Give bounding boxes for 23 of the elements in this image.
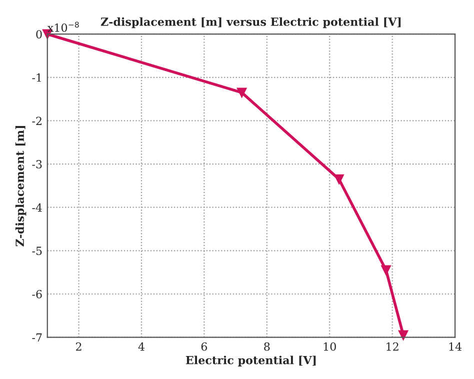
x-tick-label: 14 [449,342,462,351]
x-tick-label: 8 [264,342,270,351]
x-tick-label: 4 [138,342,144,351]
y-axis-title: Z-displacement [m] [15,126,26,246]
text: x10$^{−8}$ [48,22,79,32]
point [236,88,247,98]
y-tick-label: -1 [32,73,41,82]
y-tick-label: -4 [32,203,42,212]
y-tick-label: -7 [32,333,42,342]
x-axis-title: Electric potential [V] [186,356,316,366]
point [381,265,391,276]
y-tick-label: -3 [32,160,42,168]
x-tick-label: 12 [386,342,398,351]
y-tick-label: 0 [36,30,42,38]
y-tick-label: -2 [32,116,42,125]
x-tick-label: 10 [324,342,336,351]
point [398,330,408,340]
x-tick-label: 6 [201,342,208,351]
x-tick-label: 2 [76,342,82,351]
y-tick-label: -6 [32,290,42,298]
chart-title: Z-displacement [m] versus Electric potential [V] [100,17,401,28]
point [334,174,344,184]
y-tick-label: -5 [32,246,42,256]
